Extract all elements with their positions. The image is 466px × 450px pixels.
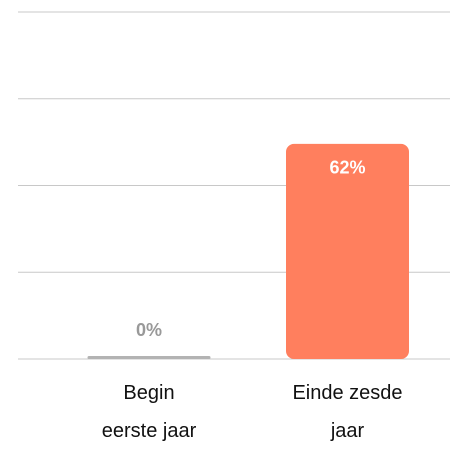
bar (286, 143, 409, 359)
value-label: 62% (329, 158, 365, 178)
x-tick-label: Einde zesde jaar (292, 382, 403, 442)
x-tick-label: Begin eerste jaar (101, 382, 197, 442)
bar (87, 356, 211, 359)
value-label: 0% (136, 320, 162, 340)
